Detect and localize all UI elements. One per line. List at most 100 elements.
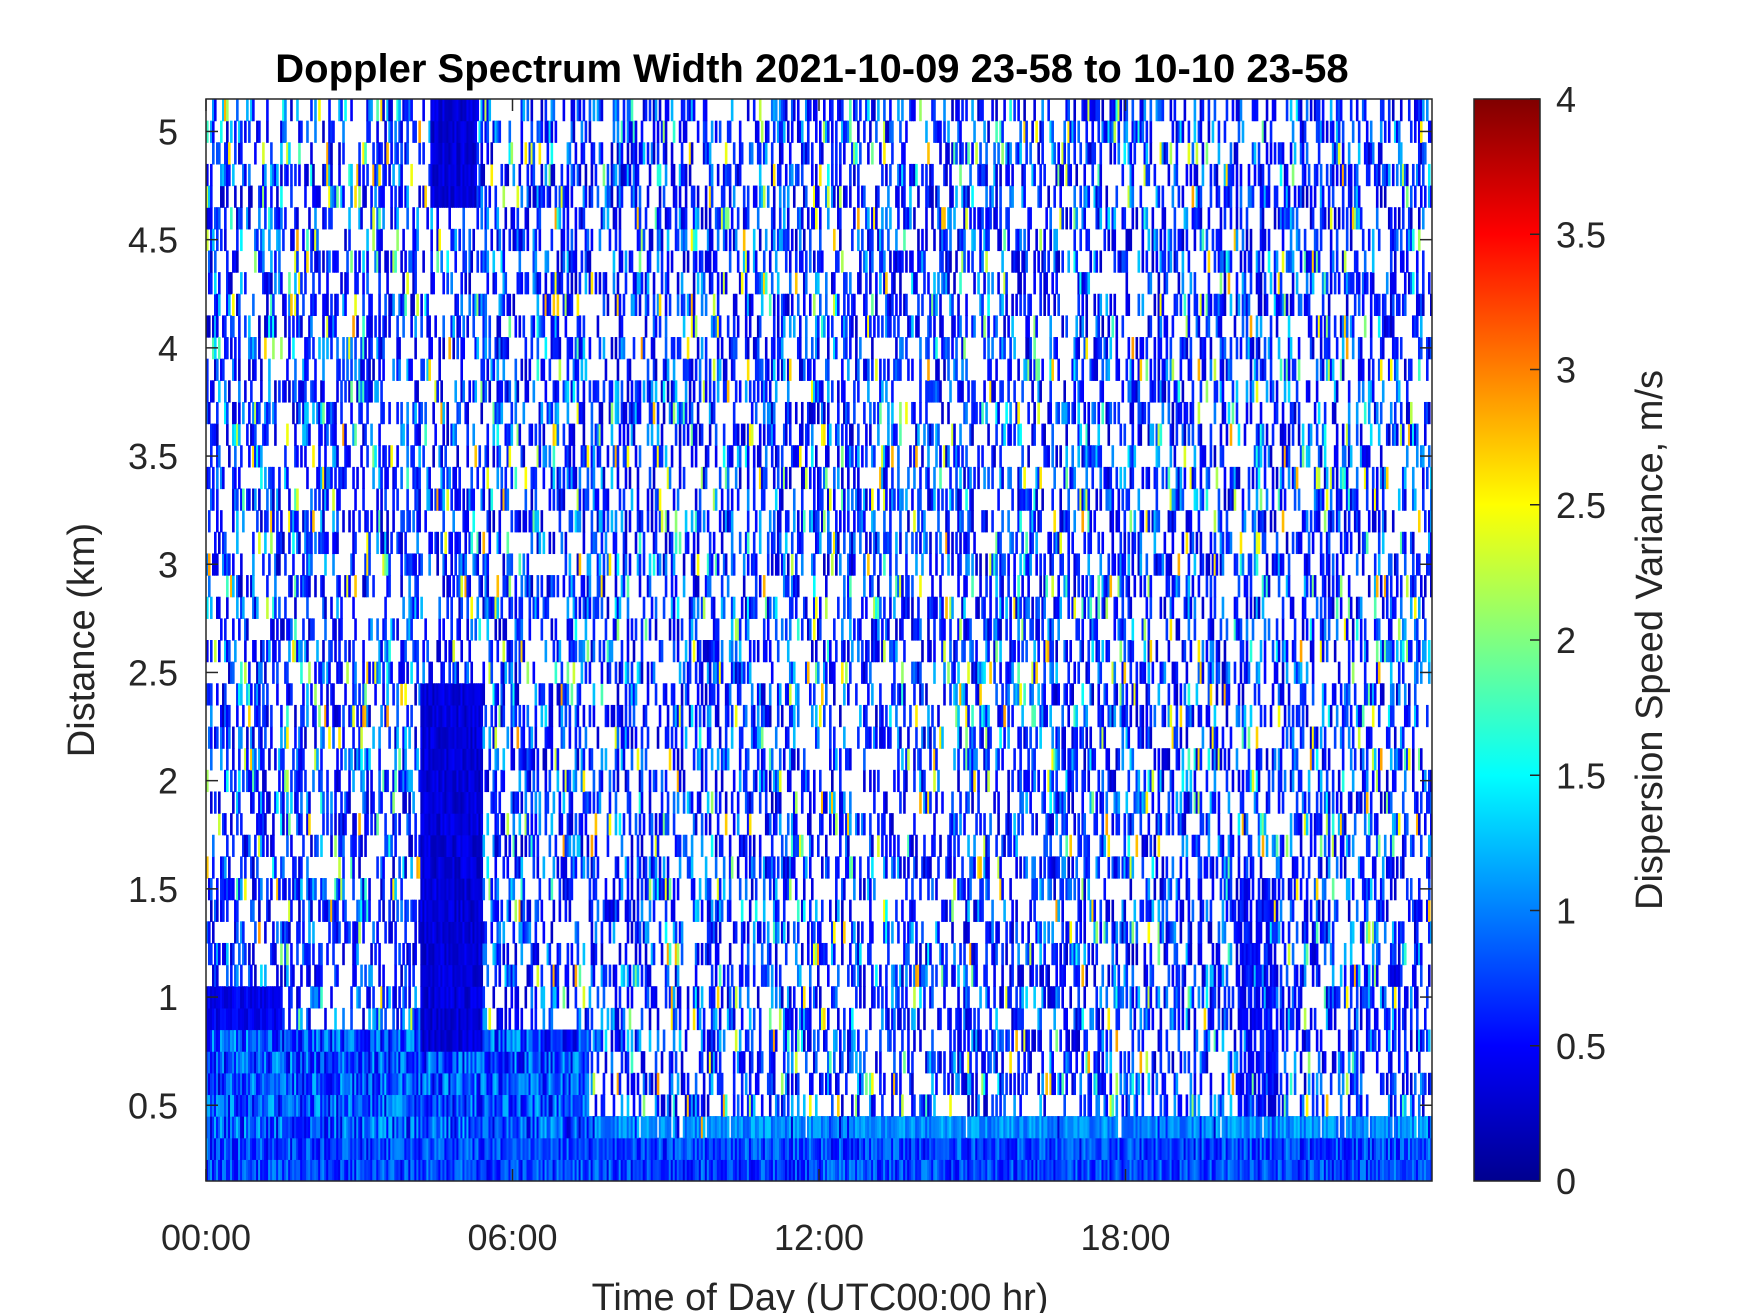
heatmap-cell bbox=[554, 618, 558, 641]
heatmap-cell bbox=[376, 142, 379, 165]
heatmap-cell bbox=[572, 964, 576, 987]
heatmap-cell bbox=[346, 1137, 349, 1160]
heatmap-cell bbox=[310, 899, 313, 922]
heatmap-cell bbox=[370, 1159, 373, 1181]
heatmap-cell bbox=[504, 1007, 508, 1031]
heatmap-cell bbox=[498, 1051, 502, 1074]
heatmap-cell bbox=[432, 1072, 435, 1096]
heatmap-cell bbox=[498, 942, 502, 966]
heatmap-cell bbox=[460, 964, 464, 987]
heatmap-cell bbox=[468, 856, 472, 879]
heatmap-cell bbox=[460, 163, 464, 187]
heatmap-cell bbox=[450, 964, 453, 987]
heatmap-cell bbox=[308, 423, 311, 446]
heatmap-cell bbox=[438, 488, 441, 511]
heatmap-cell bbox=[558, 207, 562, 230]
heatmap-cell bbox=[392, 1116, 395, 1139]
heatmap-cell bbox=[512, 704, 516, 728]
heatmap-cell bbox=[560, 531, 564, 555]
heatmap-cell bbox=[570, 120, 574, 143]
heatmap-cell bbox=[574, 1094, 578, 1117]
heatmap-cell bbox=[556, 986, 560, 1009]
heatmap-cell bbox=[414, 575, 417, 598]
heatmap-cell bbox=[260, 1137, 263, 1160]
heatmap-cell bbox=[404, 1072, 407, 1096]
heatmap-cell bbox=[214, 358, 217, 381]
heatmap-cell bbox=[488, 1137, 492, 1160]
heatmap-cell bbox=[512, 813, 516, 836]
heatmap-cell bbox=[400, 964, 403, 987]
heatmap-cell bbox=[296, 986, 299, 1009]
heatmap-cell bbox=[548, 1029, 552, 1052]
heatmap-cell bbox=[300, 575, 303, 598]
heatmap-cell bbox=[370, 423, 373, 446]
heatmap-cell bbox=[568, 1051, 572, 1074]
heatmap-cell bbox=[462, 1159, 466, 1181]
heatmap-cell bbox=[452, 163, 455, 187]
heatmap-cell bbox=[576, 1007, 580, 1031]
heatmap-cell bbox=[566, 942, 570, 966]
heatmap-cell bbox=[548, 401, 552, 425]
heatmap-cell bbox=[486, 596, 490, 619]
heatmap-cell bbox=[346, 250, 349, 273]
heatmap-cell bbox=[476, 813, 480, 836]
heatmap-cell bbox=[208, 1051, 211, 1074]
heatmap-cell bbox=[362, 640, 365, 663]
heatmap-cell bbox=[578, 1007, 582, 1031]
heatmap-cell bbox=[448, 683, 451, 706]
heatmap-cell bbox=[344, 1116, 347, 1139]
heatmap-cell bbox=[552, 1116, 556, 1139]
heatmap-cell bbox=[516, 423, 520, 446]
heatmap-cell bbox=[420, 921, 423, 944]
heatmap-cell bbox=[562, 726, 566, 749]
heatmap-cell bbox=[408, 1072, 411, 1096]
heatmap-cell bbox=[396, 142, 399, 165]
heatmap-cell bbox=[350, 401, 353, 425]
heatmap-cell bbox=[360, 207, 363, 230]
heatmap-cell bbox=[578, 337, 582, 360]
heatmap-cell bbox=[472, 834, 476, 857]
heatmap-cell bbox=[220, 1007, 223, 1031]
heatmap-cell bbox=[356, 466, 359, 490]
heatmap-cell bbox=[348, 380, 351, 403]
heatmap-cell bbox=[352, 856, 355, 879]
heatmap-cell bbox=[496, 315, 500, 338]
heatmap-cell bbox=[266, 683, 269, 706]
heatmap-cell bbox=[400, 250, 403, 273]
heatmap-cell bbox=[420, 704, 423, 728]
heatmap-cell bbox=[298, 1137, 301, 1160]
heatmap-cell bbox=[366, 1072, 369, 1096]
heatmap-cell bbox=[272, 293, 275, 316]
heatmap-cell bbox=[484, 1029, 488, 1052]
heatmap-cell bbox=[570, 1116, 574, 1139]
heatmap-cell bbox=[282, 1137, 285, 1160]
heatmap-cell bbox=[450, 531, 453, 555]
heatmap-cell bbox=[478, 964, 482, 987]
heatmap-cell bbox=[538, 1094, 542, 1117]
heatmap-cell bbox=[476, 293, 480, 316]
heatmap-cell bbox=[346, 445, 349, 468]
heatmap-cell bbox=[292, 337, 295, 360]
heatmap-cell bbox=[502, 575, 506, 598]
heatmap-cell bbox=[286, 661, 289, 684]
heatmap-cell bbox=[418, 510, 421, 533]
heatmap-cell bbox=[484, 337, 488, 360]
heatmap-cell bbox=[250, 423, 253, 446]
heatmap-cell bbox=[452, 813, 455, 836]
heatmap-cell bbox=[564, 293, 568, 316]
heatmap-cell bbox=[506, 293, 510, 316]
heatmap-cell bbox=[506, 445, 510, 468]
heatmap-cell bbox=[570, 683, 574, 706]
heatmap-cell bbox=[234, 423, 237, 446]
heatmap-cell bbox=[550, 1116, 554, 1139]
heatmap-cell bbox=[328, 726, 331, 749]
heatmap-cell bbox=[320, 380, 323, 403]
heatmap-cell bbox=[246, 1007, 249, 1031]
heatmap-cell bbox=[426, 683, 429, 706]
heatmap-cell bbox=[502, 1159, 506, 1181]
heatmap-cell bbox=[540, 401, 544, 425]
heatmap-cell bbox=[252, 769, 255, 793]
heatmap-cell bbox=[478, 921, 482, 944]
heatmap-cell bbox=[232, 423, 235, 446]
heatmap-cell bbox=[568, 1116, 572, 1139]
